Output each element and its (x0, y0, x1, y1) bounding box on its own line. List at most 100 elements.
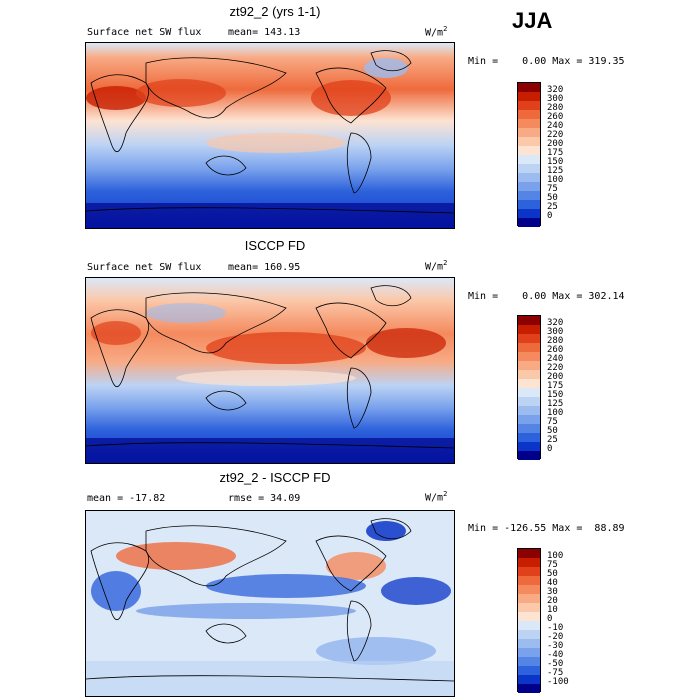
colorbar-swatch (518, 558, 540, 567)
panel2-asia-cloud (146, 303, 226, 323)
panel2-hotspot-mideast (91, 321, 141, 345)
colorbar-swatch (518, 433, 540, 442)
panel3-map-svg (86, 511, 454, 696)
colorbar-tick-label: 75 (547, 417, 558, 427)
colorbar-swatch (518, 128, 540, 137)
panel3-coastlines (86, 518, 454, 682)
colorbar-tick-label: 150 (547, 157, 564, 167)
panel1-pacific-band (206, 133, 346, 153)
colorbar-tick-label: 50 (547, 426, 558, 436)
colorbar-tick-label: -20 (547, 632, 564, 642)
colorbar-tick-label: 175 (547, 148, 564, 158)
panel2-antarctic-band (86, 438, 454, 463)
colorbar-swatch (518, 218, 540, 227)
colorbar-swatch (518, 191, 540, 200)
colorbar-swatch (518, 424, 540, 433)
panel2-coastlines (86, 285, 454, 449)
colorbar-swatch (518, 666, 540, 675)
colorbar-swatch (518, 388, 540, 397)
colorbar-tick-label: 25 (547, 202, 558, 212)
colorbar-tick-label: 75 (547, 184, 558, 194)
panel2-title: ISCCP FD (244, 238, 306, 253)
colorbar-tick-label: 240 (547, 354, 564, 364)
colorbar-swatch (518, 343, 540, 352)
panel3-mean-label: mean = -17.82 (87, 493, 166, 504)
colorbar-tick-label: 50 (547, 193, 558, 203)
colorbar-swatch (518, 657, 540, 666)
colorbar-tick-label: -40 (547, 650, 564, 660)
colorbar-swatch (518, 630, 540, 639)
colorbar-swatch (518, 603, 540, 612)
colorbar-swatch (518, 83, 540, 92)
panel2-map (85, 277, 455, 464)
colorbar-tick-label: 25 (547, 435, 558, 445)
panel2-hotspot-atlantic (366, 328, 446, 358)
colorbar-swatch (518, 173, 540, 182)
panel3-cold-atlantic (381, 577, 451, 605)
colorbar-swatch (518, 675, 540, 684)
colorbar-swatch (518, 316, 540, 325)
colorbar-swatch (518, 621, 540, 630)
colorbar-tick-label: 20 (547, 596, 558, 606)
panel3-map (85, 510, 455, 697)
colorbar-tick-label: 200 (547, 139, 564, 149)
colorbar-tick-label: -10 (547, 623, 564, 633)
colorbar-tick-label: 10 (547, 605, 558, 615)
colorbar-tick-label: 0 (547, 211, 553, 221)
colorbar-tick-label: -30 (547, 641, 564, 651)
colorbar-tick-label: 30 (547, 587, 558, 597)
colorbar-swatch (518, 209, 540, 218)
colorbar-tick-label: 125 (547, 399, 564, 409)
colorbar-swatch (518, 406, 540, 415)
colorbar-swatch (518, 119, 540, 128)
colorbar-tick-label: 200 (547, 372, 564, 382)
panel1-colorbar-ticks: 320 300 280 260 240 220 200 175 150 125 100 75 50 25 0 (547, 82, 587, 226)
panel3-warm-namerica (326, 552, 386, 580)
panel3-south-atlantic (316, 637, 436, 665)
panel3-rmse-label: rmse = 34.09 (228, 493, 301, 504)
colorbar-swatch (518, 155, 540, 164)
colorbar-tick-label: 40 (547, 578, 558, 588)
colorbar-swatch (518, 361, 540, 370)
colorbar-tick-label: 320 (547, 85, 564, 95)
colorbar-tick-label: -75 (547, 668, 564, 678)
colorbar-swatch (518, 370, 540, 379)
colorbar-tick-label: 240 (547, 121, 564, 131)
panel1-map-svg (86, 43, 454, 228)
colorbar-tick-label: 75 (547, 560, 558, 570)
colorbar-tick-label: 100 (547, 408, 564, 418)
colorbar-tick-label: 175 (547, 381, 564, 391)
colorbar-swatch (518, 110, 540, 119)
panel3-colorbar-ticks: 100 75 50 40 30 20 10 0 -10 -20 -30 -40 -50 -75 -100 (547, 548, 587, 692)
colorbar-tick-label: 0 (547, 614, 553, 624)
colorbar-tick-label: -50 (547, 659, 564, 669)
panel1-minmax: Min = 0.00 Max = 319.35 (468, 56, 625, 67)
colorbar-tick-label: 100 (547, 175, 564, 185)
colorbar-swatch (518, 92, 540, 101)
panel1-variable-label: Surface net SW flux (87, 27, 202, 38)
panel1-antarctic-band (86, 203, 454, 228)
colorbar-tick-label: 260 (547, 112, 564, 122)
panel2-colorbar-ticks: 320 300 280 260 240 220 200 175 150 125 100 75 50 25 0 (547, 315, 587, 459)
panel3-warm-asia (116, 542, 236, 570)
colorbar-swatch (518, 684, 540, 693)
colorbar-swatch (518, 352, 540, 361)
panel1-colorbar (517, 82, 541, 227)
colorbar-tick-label: 320 (547, 318, 564, 328)
colorbar-swatch (518, 567, 540, 576)
colorbar-swatch (518, 182, 540, 191)
panel3-cold-africa (91, 571, 141, 611)
colorbar-tick-label: 125 (547, 166, 564, 176)
colorbar-swatch (518, 164, 540, 173)
colorbar-tick-label: 300 (547, 327, 564, 337)
panel1-hotspot-mideast (86, 86, 146, 110)
panel2-hotspot-pacific (206, 332, 366, 364)
panel1-map (85, 42, 455, 229)
colorbar-swatch (518, 594, 540, 603)
colorbar-swatch (518, 415, 540, 424)
season-label: JJA (512, 8, 553, 33)
panel2-mean-label: mean= 160.95 (228, 262, 301, 273)
panel2-itcz (176, 370, 356, 386)
panel1-greenland (364, 58, 408, 78)
colorbar-swatch (518, 549, 540, 558)
